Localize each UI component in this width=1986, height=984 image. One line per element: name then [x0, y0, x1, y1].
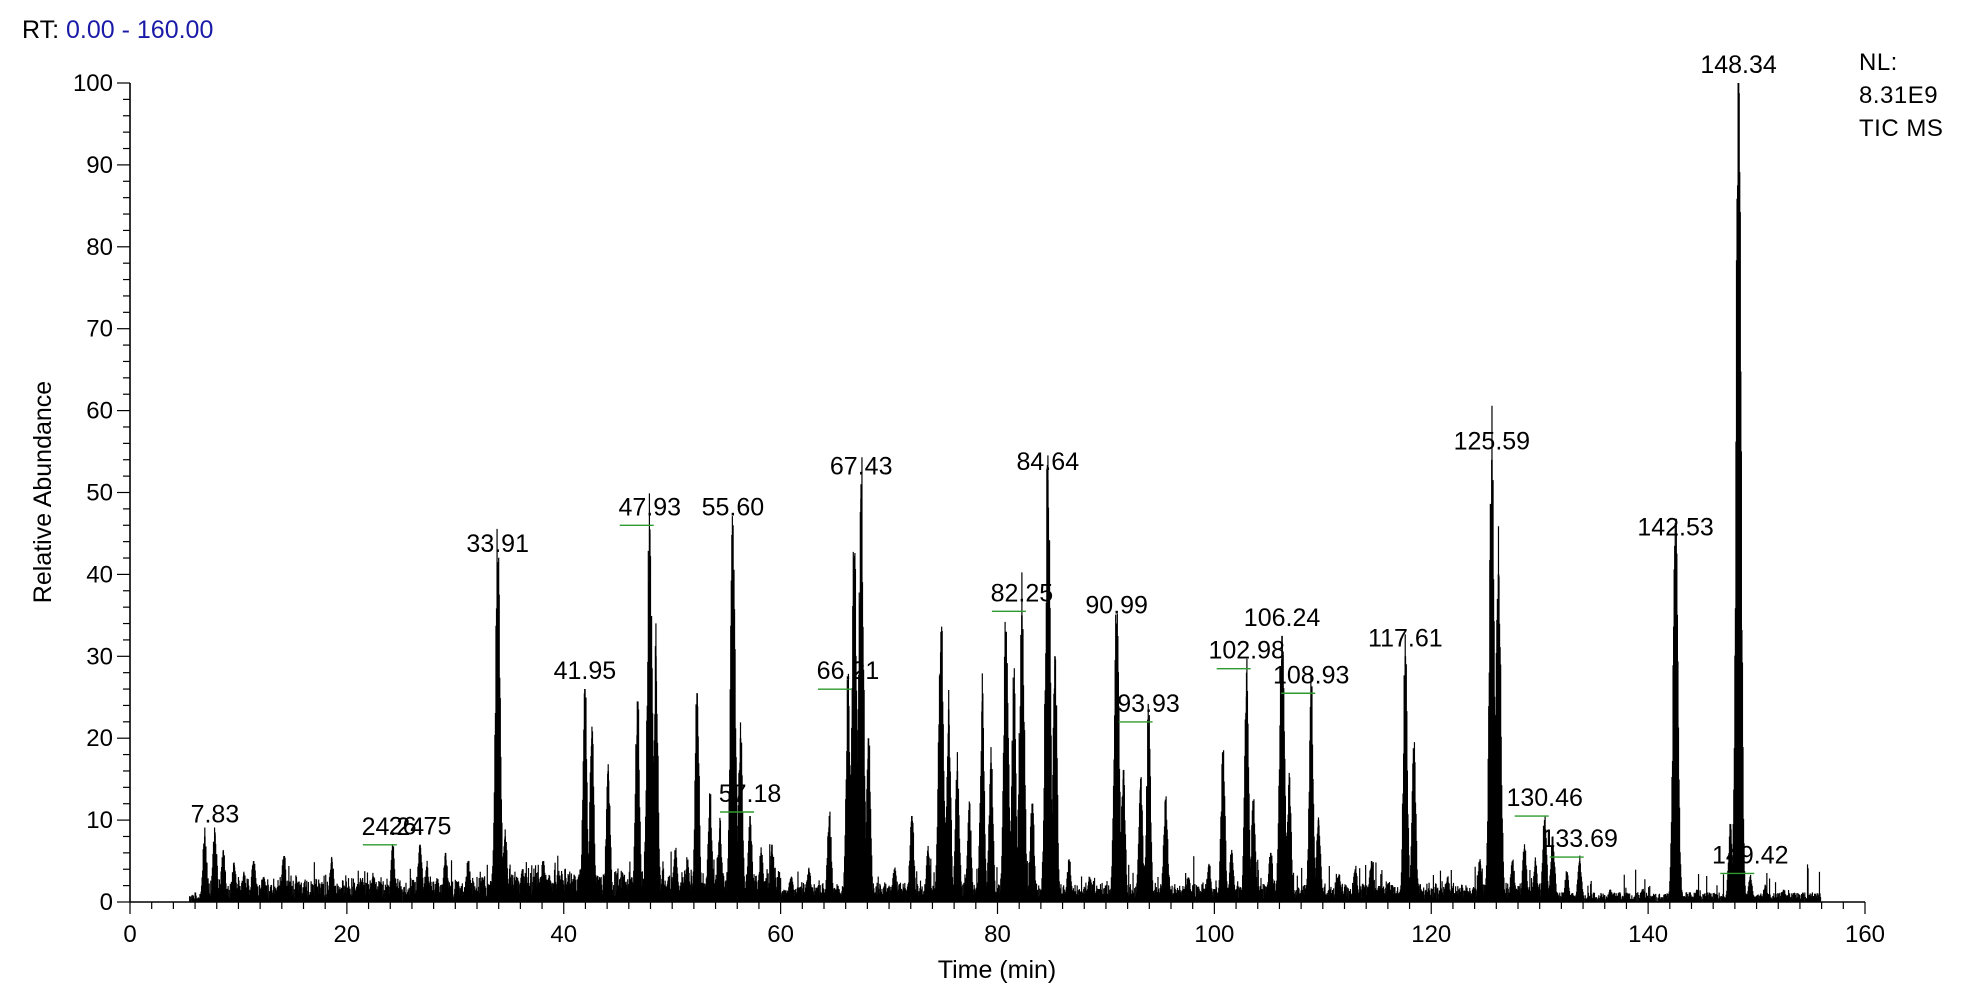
peak-label: 108.93 — [1273, 661, 1349, 689]
x-tick-label: 160 — [1845, 921, 1885, 948]
x-tick-label: 120 — [1411, 921, 1451, 948]
peak-label: 7.83 — [191, 800, 240, 828]
y-tick-label: 100 — [73, 70, 113, 97]
peak-label: 57.18 — [719, 780, 782, 808]
y-tick-label: 0 — [100, 889, 113, 916]
peak-label: 93.93 — [1117, 690, 1180, 718]
trace-type: TIC MS — [1859, 115, 1944, 142]
y-tick-label: 10 — [86, 807, 113, 834]
x-axis-title: Time (min) — [938, 956, 1057, 984]
y-tick-label: 90 — [86, 152, 113, 179]
y-tick-label: 80 — [86, 234, 113, 261]
peak-label: 148.34 — [1700, 51, 1777, 79]
peak-label: 33.91 — [466, 530, 529, 558]
y-tick-label: 30 — [86, 643, 113, 670]
y-tick-label: 40 — [86, 561, 113, 588]
x-tick-label: 140 — [1628, 921, 1668, 948]
x-tick-label: 0 — [123, 921, 136, 948]
peak-label: 82.25 — [991, 579, 1054, 607]
peak-label: 90.99 — [1085, 592, 1148, 620]
peak-label: 66.21 — [817, 657, 880, 685]
peak-label: 130.46 — [1506, 784, 1582, 812]
peak-label: 133.69 — [1541, 825, 1617, 853]
peak-label: 125.59 — [1454, 428, 1530, 456]
nl-value: 8.31E9 — [1859, 82, 1939, 109]
peak-label: 41.95 — [554, 657, 617, 685]
peak-label: 67.43 — [830, 452, 893, 480]
peak-label: 106.24 — [1244, 604, 1321, 632]
rt-range-value: 0.00 - 160.00 — [66, 16, 214, 44]
y-tick-label: 70 — [86, 316, 113, 343]
peak-label: 102.98 — [1208, 637, 1284, 665]
trace-group — [189, 83, 1822, 902]
x-tick-label: 80 — [984, 921, 1011, 948]
normalization-info: NL: 8.31E9 TIC MS — [1859, 46, 1943, 145]
rt-range-header: RT: 0.00 - 160.00 — [22, 16, 213, 45]
peak-label: 149.42 — [1712, 841, 1788, 869]
peak-label: 24.24 — [362, 813, 425, 841]
y-tick-label: 20 — [86, 725, 113, 752]
nl-label: NL: — [1859, 49, 1898, 76]
x-tick-label: 60 — [767, 921, 794, 948]
peak-label: 26.75 — [389, 813, 452, 841]
x-tick-label: 40 — [550, 921, 577, 948]
peak-label: 84.64 — [1017, 448, 1080, 476]
peak-label: 47.93 — [618, 493, 681, 521]
rt-label: RT: — [22, 16, 60, 44]
peak-label: 142.53 — [1637, 514, 1713, 542]
peak-label: 117.61 — [1368, 624, 1443, 652]
x-tick-label: 100 — [1194, 921, 1234, 948]
x-tick-label: 20 — [334, 921, 361, 948]
y-tick-label: 50 — [86, 480, 113, 507]
peak-label: 55.60 — [702, 493, 765, 521]
axes: 0 10 20 30 40 50 60 70 80 90 100 0 20 40 60 80 100 120 140… — [73, 70, 1885, 948]
y-axis-title: Relative Abundance — [29, 381, 57, 603]
y-tick-label: 60 — [86, 398, 113, 425]
